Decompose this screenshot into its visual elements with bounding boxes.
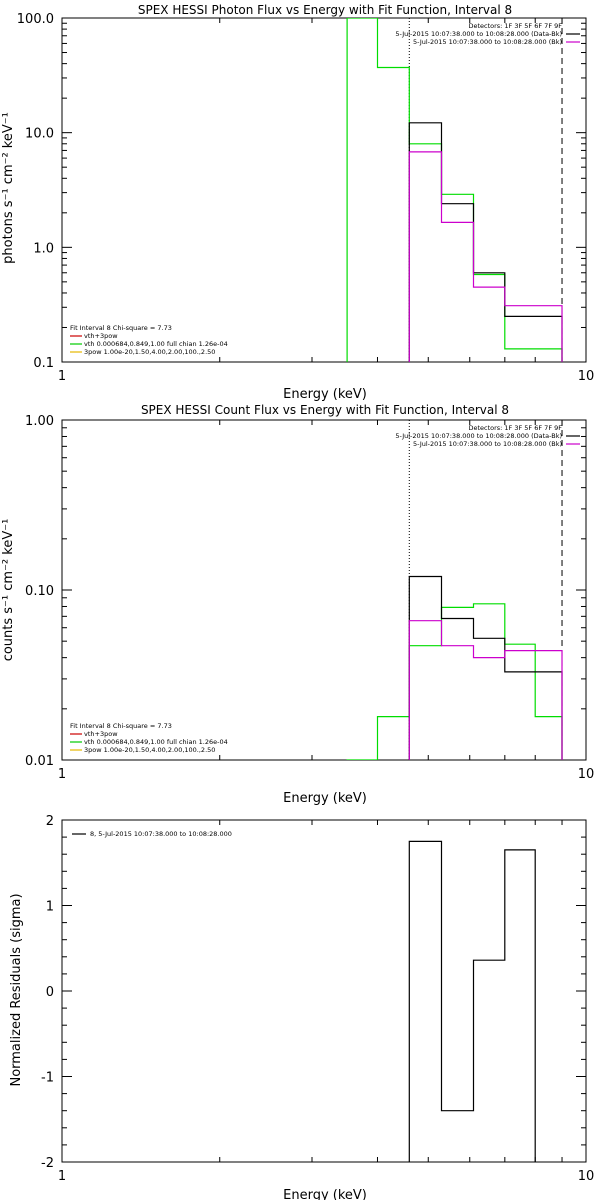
data-series-group xyxy=(408,840,536,1162)
legend-bottom-left-line: Fit Interval 8 Chi-square = 7.73 xyxy=(70,722,172,730)
legend-bottom-left-line: vth 0.000684,0.849,1.00 full chian 1.26e… xyxy=(84,738,228,746)
legend-top-right-line: Detectors: 1F 3F 5F 6F 7F 9F xyxy=(468,22,562,30)
plot-area: 1 10 0.1 1.0 10.0 100.0 Detectors: 1F 3F 5F 6F… xyxy=(17,12,594,384)
histogram-series-0 xyxy=(408,840,536,1162)
y-tick-label: 10.0 xyxy=(25,127,54,142)
data-series-group xyxy=(346,575,563,760)
y-axis-label: counts s⁻¹ cm⁻² keV⁻¹ xyxy=(1,519,16,662)
y-tick-label: -2 xyxy=(41,1156,54,1171)
y-tick-label: 0 xyxy=(46,985,54,1000)
legend-top-left-line: 8, 5-Jul-2015 10:07:38.000 to 10:08:28.0… xyxy=(90,830,232,838)
legend-top-right-line: 5-Jul-2015 10:07:38.000 to 10:08:28.000 … xyxy=(395,30,562,38)
plot-frame xyxy=(61,17,587,363)
data-series-group xyxy=(346,18,563,362)
y-tick-label: 0.1 xyxy=(33,356,54,371)
x-axis-label: Energy (keV) xyxy=(283,791,367,806)
residuals-panel: Normalized Residuals (sigma) Energy (keV… xyxy=(9,814,594,1200)
y-tick-label: 0.10 xyxy=(25,584,54,599)
x-axis-label: Energy (keV) xyxy=(283,387,367,402)
histogram-series-1 xyxy=(408,122,563,362)
legend-bottom-left-line: 3pow 1.00e-20,1.50,4.00,2.00,100.,2.50 xyxy=(84,348,215,356)
y-tick-label: 0.01 xyxy=(25,754,54,769)
x-tick-label: 1 xyxy=(58,369,66,384)
legend-bottom-left-line: Fit Interval 8 Chi-square = 7.73 xyxy=(70,324,172,332)
plot-frame xyxy=(61,819,587,1163)
legend-bottom-left-line: vth+3pow xyxy=(84,332,118,340)
legend-bottom-left-line: vth+3pow xyxy=(84,730,118,738)
legend-bottom-left-line: 3pow 1.00e-20,1.50,4.00,2.00,100.,2.50 xyxy=(84,746,215,754)
legend-top-right-line: 5-Jul-2015 10:07:38.000 to 10:08:28.000 … xyxy=(395,432,562,440)
y-axis-label: Normalized Residuals (sigma) xyxy=(9,893,24,1086)
y-tick-label: 100.0 xyxy=(17,12,54,27)
histogram-series-0 xyxy=(346,18,563,362)
y-tick-label: 1.00 xyxy=(25,414,54,429)
x-tick-label: 1 xyxy=(58,1169,66,1184)
photon-flux-panel: SPEX HESSI Photon Flux vs Energy with Fi… xyxy=(1,3,594,402)
y-axis-label: photons s⁻¹ cm⁻² keV⁻¹ xyxy=(1,112,16,264)
x-axis-label: Energy (keV) xyxy=(283,1188,367,1200)
legend-top-right-line: 5-Jul-2015 10:07:38.000 to 10:08:28.000 … xyxy=(413,38,562,46)
y-tick-label: 1 xyxy=(46,900,54,915)
histogram-series-0 xyxy=(346,603,563,760)
x-tick-label: 10 xyxy=(578,1169,595,1184)
x-tick-label: 10 xyxy=(578,369,595,384)
histogram-series-2 xyxy=(408,151,563,362)
histogram-series-2 xyxy=(408,620,563,760)
legend-bottom-left-line: vth 0.000684,0.849,1.00 full chian 1.26e… xyxy=(84,340,228,348)
y-tick-label: -1 xyxy=(41,1071,54,1086)
panel-title: SPEX HESSI Photon Flux vs Energy with Fi… xyxy=(138,3,512,17)
histogram-series-1 xyxy=(408,575,563,760)
legend-top-right-line: 5-Jul-2015 10:07:38.000 to 10:08:28.000 … xyxy=(413,440,562,448)
panel-title: SPEX HESSI Count Flux vs Energy with Fit… xyxy=(141,403,509,417)
plot-frame xyxy=(61,419,587,761)
y-tick-label: 1.0 xyxy=(33,241,54,256)
plot-area: 1 10 -2 -1 0 1 2 8, 5-Jul-2015 10:07:38.000 to … xyxy=(41,814,594,1184)
x-tick-label: 10 xyxy=(578,767,595,782)
count-flux-panel: SPEX HESSI Count Flux vs Energy with Fit… xyxy=(1,403,594,806)
y-tick-label: 2 xyxy=(46,814,54,829)
x-tick-label: 1 xyxy=(58,767,66,782)
plot-area: 1 10 0.01 0.10 1.00 Detectors: 1F 3F 5F 6F 7F… xyxy=(25,414,594,782)
legend-top-right-line: Detectors: 1F 3F 5F 6F 7F 9F xyxy=(468,424,562,432)
